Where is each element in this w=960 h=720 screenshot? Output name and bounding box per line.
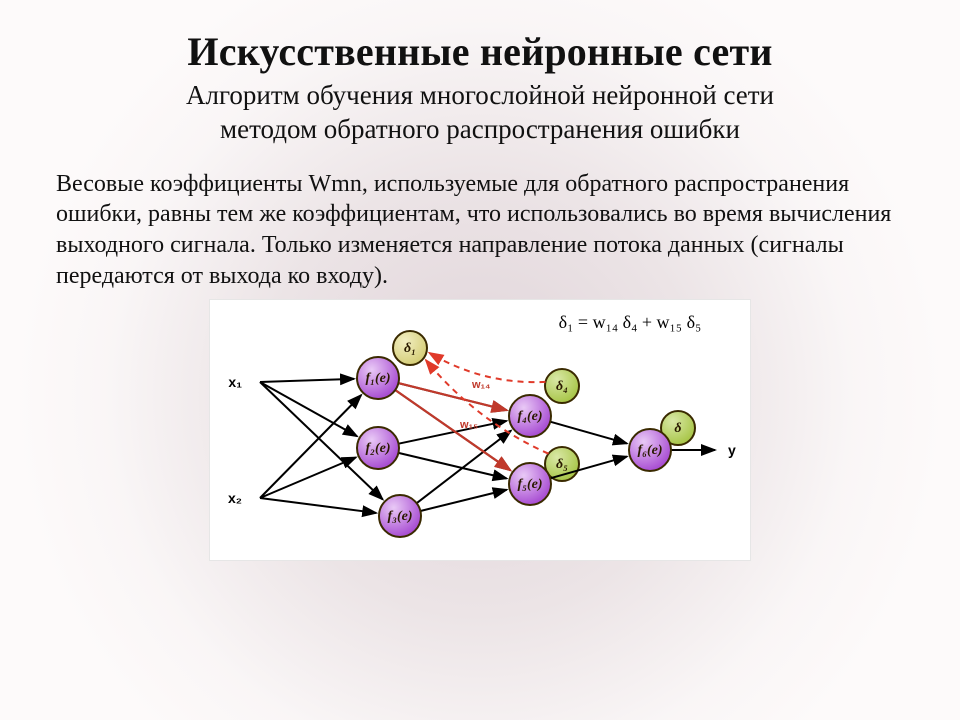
edge-f4-f6	[550, 422, 627, 444]
delta-node-d1	[393, 331, 427, 365]
edge-f2-f4	[399, 421, 507, 444]
subtitle-line-2: методом обратного распространения ошибки	[220, 114, 740, 144]
edge-x2-f3	[260, 498, 376, 513]
node-f2	[357, 427, 399, 469]
network-svg: δ₁δ₄δ₅δw₁₄w₁₅f₁(e)f₂(e)f₃(e)f₄(e)f₅(e)f₆…	[210, 300, 750, 560]
edge-f3-f5	[420, 490, 506, 511]
body-paragraph: Весовые коэффициенты Wmn, используемые д…	[56, 169, 904, 292]
output-label: y	[728, 442, 736, 458]
input-label-x2: x₂	[228, 490, 242, 506]
input-label-x1: x₁	[228, 374, 242, 390]
weight-edge-f1-f5	[395, 390, 510, 470]
node-f6	[629, 429, 671, 471]
edge-x1-f1	[260, 379, 354, 382]
subtitle-line-1: Алгоритм обучения многослойной нейронной…	[186, 80, 774, 110]
node-f5	[509, 463, 551, 505]
network-diagram: δ₁δ₄δ₅δw₁₄w₁₅f₁(e)f₂(e)f₃(e)f₄(e)f₅(e)f₆…	[209, 299, 751, 561]
node-f3	[379, 495, 421, 537]
node-f1	[357, 357, 399, 399]
slide-subtitle: Алгоритм обучения многослойной нейронной…	[0, 79, 960, 147]
node-f4	[509, 395, 551, 437]
slide: Искусственные нейронные сети Алгоритм об…	[0, 0, 960, 720]
edge-x2-f2	[260, 458, 356, 499]
weight-label-f1-f4: w₁₄	[471, 379, 490, 391]
paragraph-text: Весовые коэффициенты Wmn, используемые д…	[56, 171, 891, 289]
weight-edge-f1-f4	[398, 383, 506, 410]
delta-node-d4	[545, 369, 579, 403]
equation: δ₁ = w₁₄ δ₄ + w₁₅ δ₅	[559, 312, 702, 332]
slide-title: Искусственные нейронные сети	[0, 0, 960, 75]
backprop-edge-d4-d1	[429, 353, 545, 382]
